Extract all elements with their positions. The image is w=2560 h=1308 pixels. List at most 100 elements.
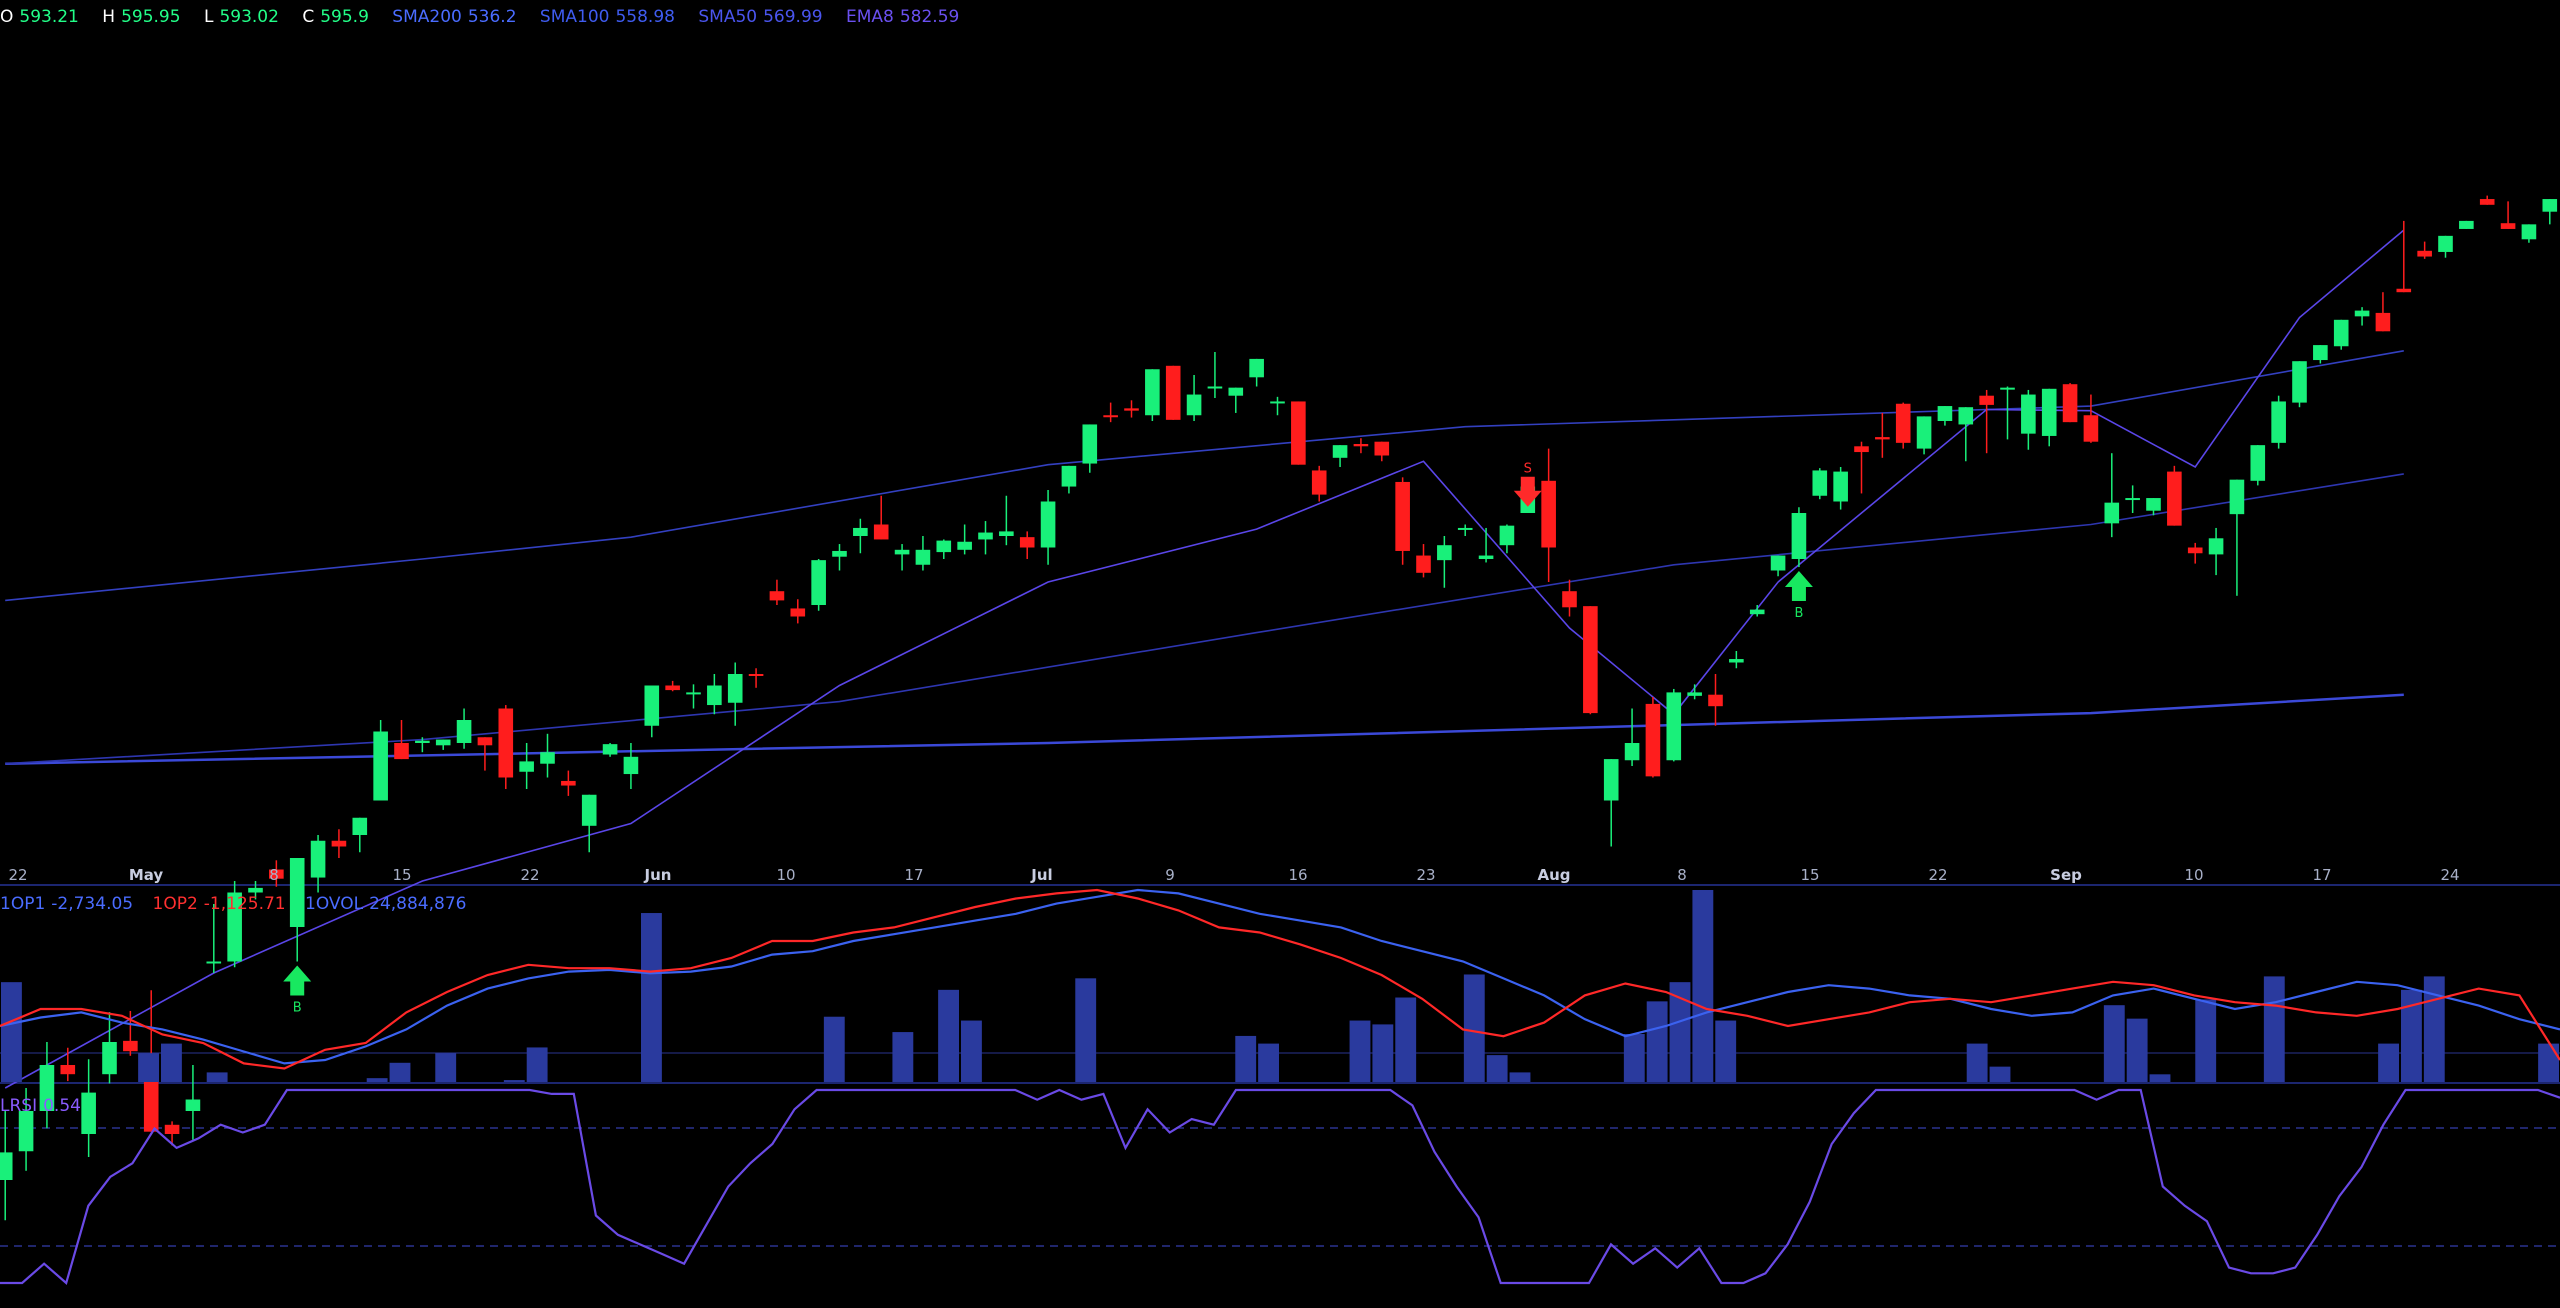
- candle-body: [853, 527, 868, 536]
- close-value: 595.9: [320, 7, 369, 27]
- candle: [206, 904, 222, 973]
- candle: [2146, 498, 2161, 516]
- volume-bar: [1, 982, 22, 1082]
- volume-bar: [1989, 1066, 2011, 1082]
- candle: [1437, 536, 1452, 588]
- candle-body: [936, 540, 952, 553]
- candle: [1040, 490, 1056, 565]
- candle: [227, 881, 242, 968]
- sma200-label: SMA200: [392, 7, 462, 27]
- volume-bar: [2538, 1043, 2559, 1082]
- candle-body: [185, 1099, 201, 1111]
- x-tick-label: 22: [1928, 866, 1947, 884]
- candle-body: [143, 1074, 159, 1132]
- candle-body: [1791, 513, 1807, 559]
- candle: [581, 794, 597, 853]
- candle: [1937, 406, 1953, 426]
- candle: [394, 720, 409, 760]
- candle: [1875, 412, 1890, 458]
- buy-arrow-icon: [1784, 571, 1813, 602]
- candle: [707, 674, 722, 715]
- candle-body: [1165, 365, 1181, 420]
- candle: [185, 1065, 201, 1140]
- candle-body: [2146, 498, 2161, 511]
- candle: [1395, 477, 1410, 565]
- candle: [1124, 400, 1139, 418]
- candle-body: [39, 1065, 55, 1111]
- volume-bar: [2263, 976, 2285, 1082]
- candle-body: [957, 541, 972, 550]
- volume-bar: [1646, 1001, 1668, 1082]
- candle-body: [1061, 465, 1077, 487]
- candle: [2021, 389, 2036, 450]
- candle-body: [727, 674, 743, 703]
- x-tick-label: 10: [776, 866, 795, 884]
- open-value: 593.21: [19, 7, 79, 27]
- candle: [769, 579, 785, 605]
- candle: [1729, 651, 1744, 669]
- candle: [2062, 383, 2078, 423]
- candle: [2125, 485, 2140, 513]
- candle-body: [2041, 388, 2057, 436]
- candle: [999, 495, 1014, 546]
- candle-body: [2167, 471, 2182, 526]
- candle: [686, 684, 701, 709]
- candle-body: [2125, 498, 2140, 501]
- candle-body: [1457, 527, 1473, 530]
- candle: [2313, 345, 2328, 364]
- candle-body: [1207, 386, 1223, 389]
- candle: [1165, 365, 1181, 420]
- volume-bar: [1349, 1020, 1371, 1082]
- candle: [415, 737, 430, 753]
- candle: [2521, 224, 2537, 243]
- volume-bar: [1075, 978, 1097, 1082]
- volume-bar: [1509, 1072, 1531, 1082]
- candle: [1186, 375, 1202, 421]
- candle-body: [2187, 547, 2203, 554]
- x-tick-label: Jun: [644, 866, 672, 884]
- candle-body: [1729, 659, 1744, 663]
- ema8-value: 582.59: [899, 7, 960, 27]
- candle: [1687, 684, 1702, 700]
- candle-body: [102, 1042, 117, 1075]
- ema8-line: [4, 229, 2405, 1089]
- candle-body: [1812, 470, 1828, 496]
- candle-body: [2500, 223, 2516, 229]
- candle: [2500, 201, 2516, 229]
- volume-bar: [1258, 1043, 1279, 1082]
- candle-body: [456, 720, 472, 743]
- candle: [727, 662, 743, 726]
- candle: [310, 835, 326, 893]
- candle: [811, 559, 826, 611]
- candle: [1979, 389, 1994, 454]
- op2-value: -1,125.71: [203, 894, 286, 914]
- lrsi-path: [0, 1088, 2560, 1285]
- candle-body: [1124, 408, 1139, 411]
- candle: [1019, 531, 1035, 559]
- candle-body: [2313, 345, 2328, 361]
- candle: [1562, 579, 1577, 617]
- candle-body: [2271, 401, 2286, 443]
- volume-bar: [2103, 1005, 2125, 1082]
- candle-body: [2479, 199, 2495, 205]
- candle: [561, 770, 576, 796]
- candle-body: [1958, 407, 1974, 425]
- candle: [1228, 387, 1244, 413]
- open-label: O: [0, 7, 14, 27]
- candle: [289, 858, 305, 962]
- ema8-label: EMA8: [845, 7, 894, 27]
- candle-body: [2333, 319, 2349, 347]
- volume-bar: [2378, 1043, 2399, 1082]
- candle: [665, 680, 680, 692]
- candle-body: [894, 549, 910, 555]
- candle: [435, 739, 451, 750]
- candle: [1624, 708, 1640, 766]
- sma200-value: 536.2: [467, 7, 517, 27]
- candle-body: [665, 685, 680, 691]
- x-tick-label: 22: [520, 866, 539, 884]
- candlesticks: [0, 195, 2558, 1221]
- x-tick-label: 23: [1416, 866, 1435, 884]
- volume-bar: [823, 1016, 845, 1082]
- lrsi-value: 0.54: [43, 1096, 81, 1116]
